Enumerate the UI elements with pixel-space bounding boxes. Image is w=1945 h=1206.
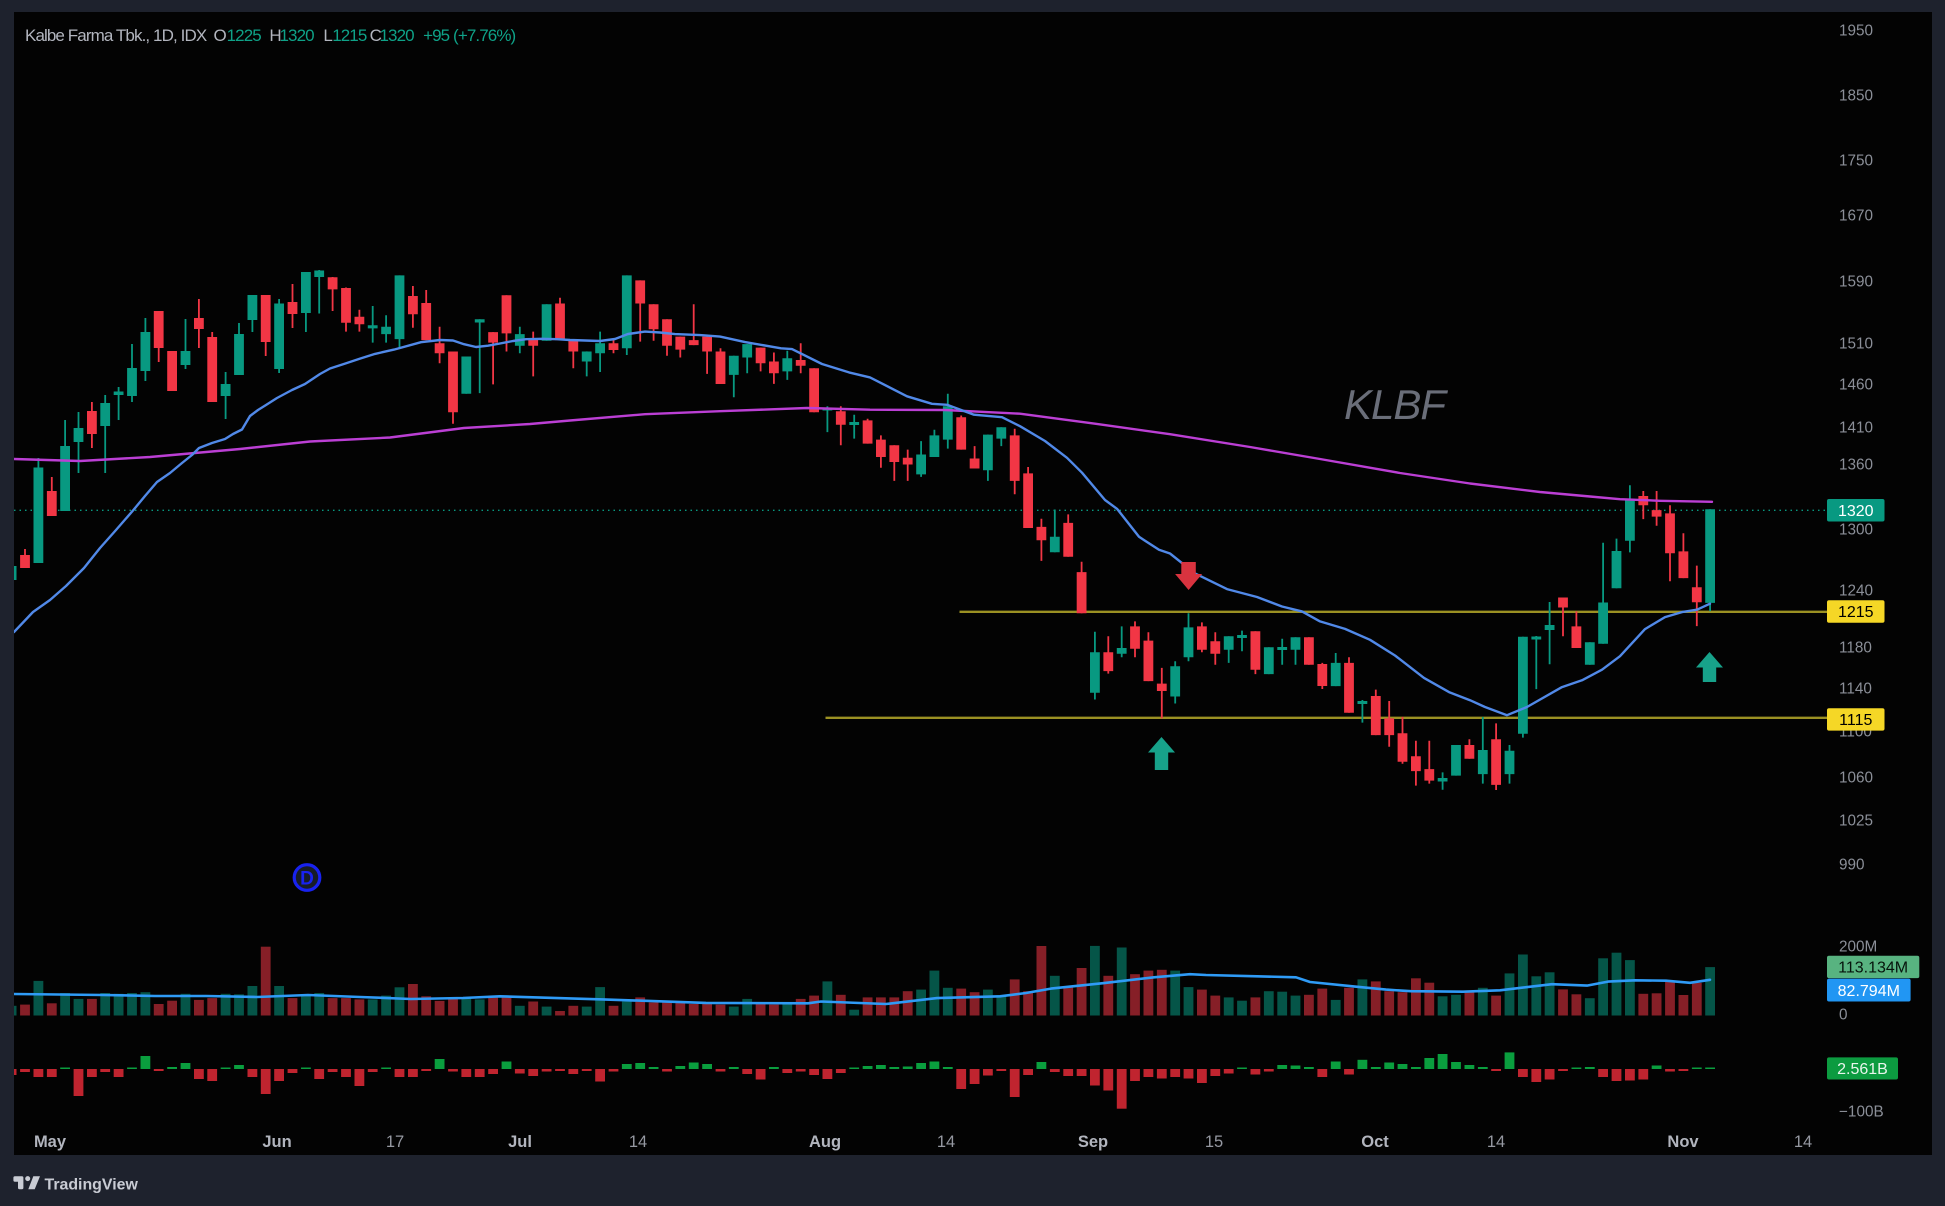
svg-text:1180: 1180 [1839, 640, 1872, 657]
svg-text:1590: 1590 [1839, 274, 1873, 291]
svg-text:1320: 1320 [280, 26, 315, 45]
svg-text:1850: 1850 [1839, 88, 1873, 105]
svg-text:May: May [34, 1133, 67, 1151]
svg-text:1460: 1460 [1839, 377, 1873, 394]
svg-text:82.794M: 82.794M [1838, 983, 1900, 1000]
svg-text:H: H [269, 26, 280, 45]
svg-text:C: C [370, 26, 382, 45]
svg-text:Jun: Jun [262, 1133, 291, 1151]
svg-text:TradingView: TradingView [45, 1176, 139, 1193]
svg-text:1225: 1225 [227, 26, 262, 45]
svg-text:1510: 1510 [1839, 336, 1873, 353]
svg-text:113.134M: 113.134M [1838, 960, 1908, 977]
svg-text:990: 990 [1839, 857, 1865, 874]
svg-text:15: 15 [1205, 1133, 1223, 1151]
svg-text:1410: 1410 [1839, 420, 1873, 437]
svg-text:Sep: Sep [1078, 1133, 1108, 1151]
svg-text:17: 17 [386, 1133, 404, 1151]
svg-text:14: 14 [629, 1133, 647, 1151]
svg-text:+95 (+7.76%): +95 (+7.76%) [423, 26, 515, 45]
svg-text:Oct: Oct [1361, 1133, 1389, 1151]
svg-text:O: O [214, 26, 227, 45]
svg-text:KLBF: KLBF [1344, 381, 1448, 428]
svg-text:Aug: Aug [809, 1133, 841, 1151]
svg-text:Nov: Nov [1667, 1133, 1699, 1151]
svg-text:1300: 1300 [1839, 522, 1873, 539]
svg-text:L: L [323, 26, 332, 45]
svg-text:D: D [300, 869, 314, 890]
svg-text:−100B: −100B [1839, 1104, 1884, 1121]
svg-text:0: 0 [1839, 1007, 1848, 1024]
svg-text:Kalbe Farma Tbk., 1D, IDX: Kalbe Farma Tbk., 1D, IDX [25, 26, 207, 45]
svg-text:Jul: Jul [508, 1133, 532, 1151]
svg-text:1950: 1950 [1839, 23, 1873, 40]
svg-text:1240: 1240 [1839, 583, 1873, 600]
svg-text:14: 14 [1794, 1133, 1812, 1151]
svg-text:1060: 1060 [1839, 770, 1873, 787]
svg-text:2.561B: 2.561B [1837, 1061, 1888, 1078]
svg-text:14: 14 [937, 1133, 955, 1151]
svg-text:1215: 1215 [332, 26, 367, 45]
svg-text:1115: 1115 [1839, 712, 1872, 729]
svg-text:1320: 1320 [1838, 503, 1874, 520]
svg-text:200M: 200M [1839, 939, 1877, 956]
svg-text:14: 14 [1487, 1133, 1505, 1151]
svg-text:1140: 1140 [1839, 681, 1872, 698]
svg-text:1750: 1750 [1839, 153, 1873, 170]
svg-text:1670: 1670 [1839, 208, 1873, 225]
svg-text:1215: 1215 [1838, 604, 1874, 621]
svg-text:1025: 1025 [1839, 813, 1873, 830]
svg-text:1320: 1320 [380, 26, 415, 45]
svg-text:1360: 1360 [1839, 457, 1873, 474]
